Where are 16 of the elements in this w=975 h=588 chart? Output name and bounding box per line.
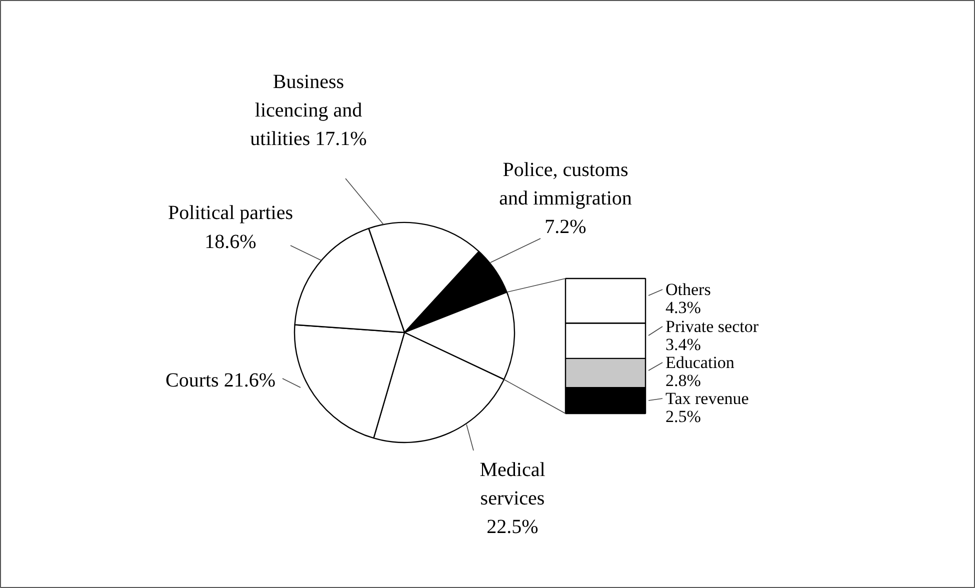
data-label: 2.5% — [666, 407, 701, 426]
data-label: 3.4% — [666, 335, 701, 354]
data-label: 7.2% — [544, 216, 586, 238]
series-label: Private sector — [666, 317, 759, 336]
data-label: 22.5% — [486, 516, 538, 538]
data-label: 2.8% — [666, 371, 701, 390]
data-label: 18.6% — [204, 230, 256, 253]
slice-label: Business licencing and utilities 17.1% — [250, 70, 367, 150]
series-label: Others — [666, 280, 711, 299]
slice-label: Medical services — [480, 458, 546, 510]
series-label: Tax revenue — [666, 389, 749, 408]
data-label: 4.3% — [666, 298, 701, 317]
slice-label: Courts 21.6% — [166, 370, 276, 392]
slice-label: Police, customs and immigration — [499, 158, 632, 210]
slice-label: Political parties — [168, 202, 294, 224]
series-label: Education — [666, 353, 735, 372]
